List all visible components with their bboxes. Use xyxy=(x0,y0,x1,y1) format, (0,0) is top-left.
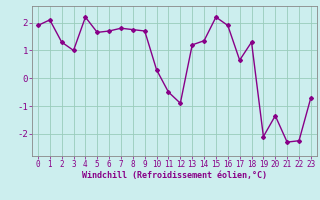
X-axis label: Windchill (Refroidissement éolien,°C): Windchill (Refroidissement éolien,°C) xyxy=(82,171,267,180)
